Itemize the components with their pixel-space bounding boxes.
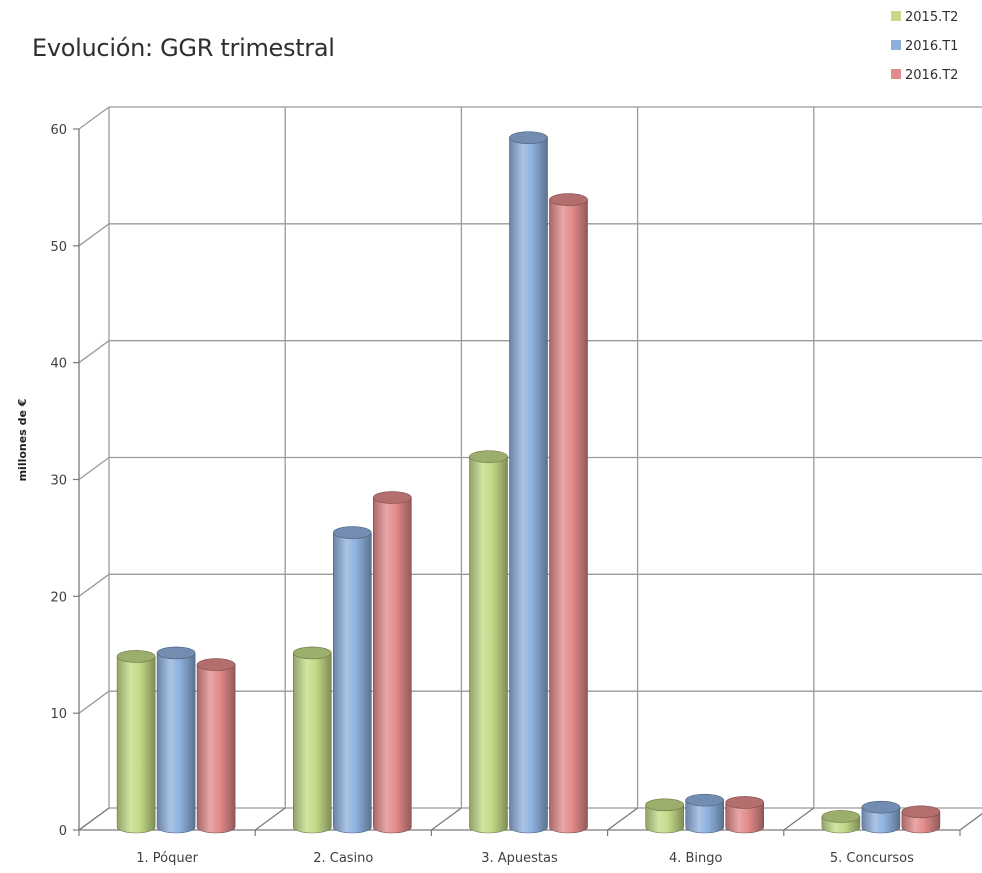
- bar-cap: [116, 650, 156, 663]
- bar-2016.T1-4. Bingo: [685, 793, 725, 834]
- floor-separator: [431, 807, 462, 831]
- bar-cap: [509, 131, 548, 144]
- bar-body: [156, 652, 196, 834]
- x-tick-label: 1. Póquer: [136, 851, 198, 866]
- bar-body: [725, 802, 764, 834]
- bar-cap: [372, 491, 412, 504]
- floor-separator: [783, 807, 815, 831]
- bar-cap: [901, 805, 941, 819]
- gridline-slant: [78, 340, 110, 364]
- y-tick-label: 10: [50, 707, 67, 722]
- legend-swatch: [891, 11, 901, 21]
- bar-cap: [292, 646, 332, 660]
- bar-2015.T2-3. Apuestas: [469, 450, 508, 834]
- bar-2015.T2-5. Concursos: [821, 810, 861, 834]
- bar-cap: [549, 193, 588, 206]
- bar-cap: [645, 798, 685, 812]
- bar-2015.T2-4. Bingo: [645, 798, 685, 834]
- legend-swatch: [891, 40, 901, 50]
- bar-2016.T2-4. Bingo: [725, 796, 765, 834]
- gridline-slant: [78, 456, 110, 481]
- bar-2016.T1-2. Casino: [332, 526, 372, 834]
- bar-cap: [156, 646, 196, 660]
- legend: 2015.T2 2016.T1 2016.T2: [891, 10, 958, 83]
- y-tick-label: 50: [50, 240, 67, 255]
- bar-body: [509, 137, 548, 834]
- bar-2016.T2-3. Apuestas: [549, 193, 588, 834]
- bar-body: [333, 532, 372, 834]
- gridline-slant: [78, 690, 110, 714]
- y-tick-label: 0: [59, 824, 67, 839]
- bars: [116, 131, 941, 834]
- floor-separator: [78, 807, 110, 831]
- bar-2016.T1-1. Póquer: [156, 646, 196, 834]
- bar-body: [469, 456, 508, 834]
- gridline-slant: [78, 106, 110, 130]
- bar-body: [645, 804, 684, 834]
- gridline-slant: [78, 573, 110, 597]
- bar-2015.T2-2. Casino: [292, 646, 332, 834]
- floor-separator: [254, 807, 286, 831]
- x-tick-label: 5. Concursos: [830, 851, 914, 866]
- bar-body: [549, 199, 588, 834]
- gridline-slant: [78, 223, 110, 247]
- bar-cap: [685, 793, 725, 807]
- bar-2016.T1-3. Apuestas: [509, 131, 548, 834]
- x-tick-label: 2. Casino: [313, 851, 373, 866]
- x-tick-label: 3. Apuestas: [481, 851, 558, 866]
- y-axis-label: millones de €: [16, 399, 29, 482]
- y-tick-label: 40: [50, 357, 67, 372]
- bar-cap: [821, 810, 861, 823]
- category-labels: 1. Póquer 2. Casino 3. Apuestas 4. Bingo 5. …: [136, 851, 914, 866]
- bar-body: [196, 664, 236, 834]
- floor-separator: [959, 813, 982, 831]
- bar-cap: [861, 800, 901, 814]
- bar-body: [373, 497, 412, 834]
- legend-label: 2015.T2: [905, 10, 958, 25]
- bar-2016.T2-5. Concursos: [901, 805, 941, 834]
- bar-cap: [332, 526, 372, 539]
- floor-separator: [607, 807, 638, 831]
- bar-2016.T2-1. Póquer: [196, 658, 236, 834]
- bar-2015.T2-1. Póquer: [116, 650, 156, 834]
- bar-2016.T1-5. Concursos: [861, 800, 901, 834]
- x-tick-label: 4. Bingo: [669, 851, 723, 866]
- bar-body: [293, 652, 332, 834]
- legend-label: 2016.T2: [905, 68, 958, 83]
- bar-cap: [469, 450, 508, 463]
- y-tick-label: 60: [50, 123, 67, 138]
- y-tick-labels: 0 10 20 30 40 50 60: [50, 123, 67, 839]
- y-tick-label: 20: [50, 590, 67, 605]
- bar-cap: [725, 796, 765, 809]
- y-tick-label: 30: [50, 474, 67, 489]
- legend-swatch: [891, 69, 901, 79]
- bar-cap: [196, 658, 236, 671]
- bar-body: [116, 656, 156, 834]
- bar-body: [861, 806, 901, 834]
- legend-label: 2016.T1: [905, 39, 958, 54]
- bar-2016.T2-2. Casino: [372, 491, 412, 834]
- bar-body: [685, 799, 724, 834]
- chart-title: Evolución: GGR trimestral: [32, 34, 335, 62]
